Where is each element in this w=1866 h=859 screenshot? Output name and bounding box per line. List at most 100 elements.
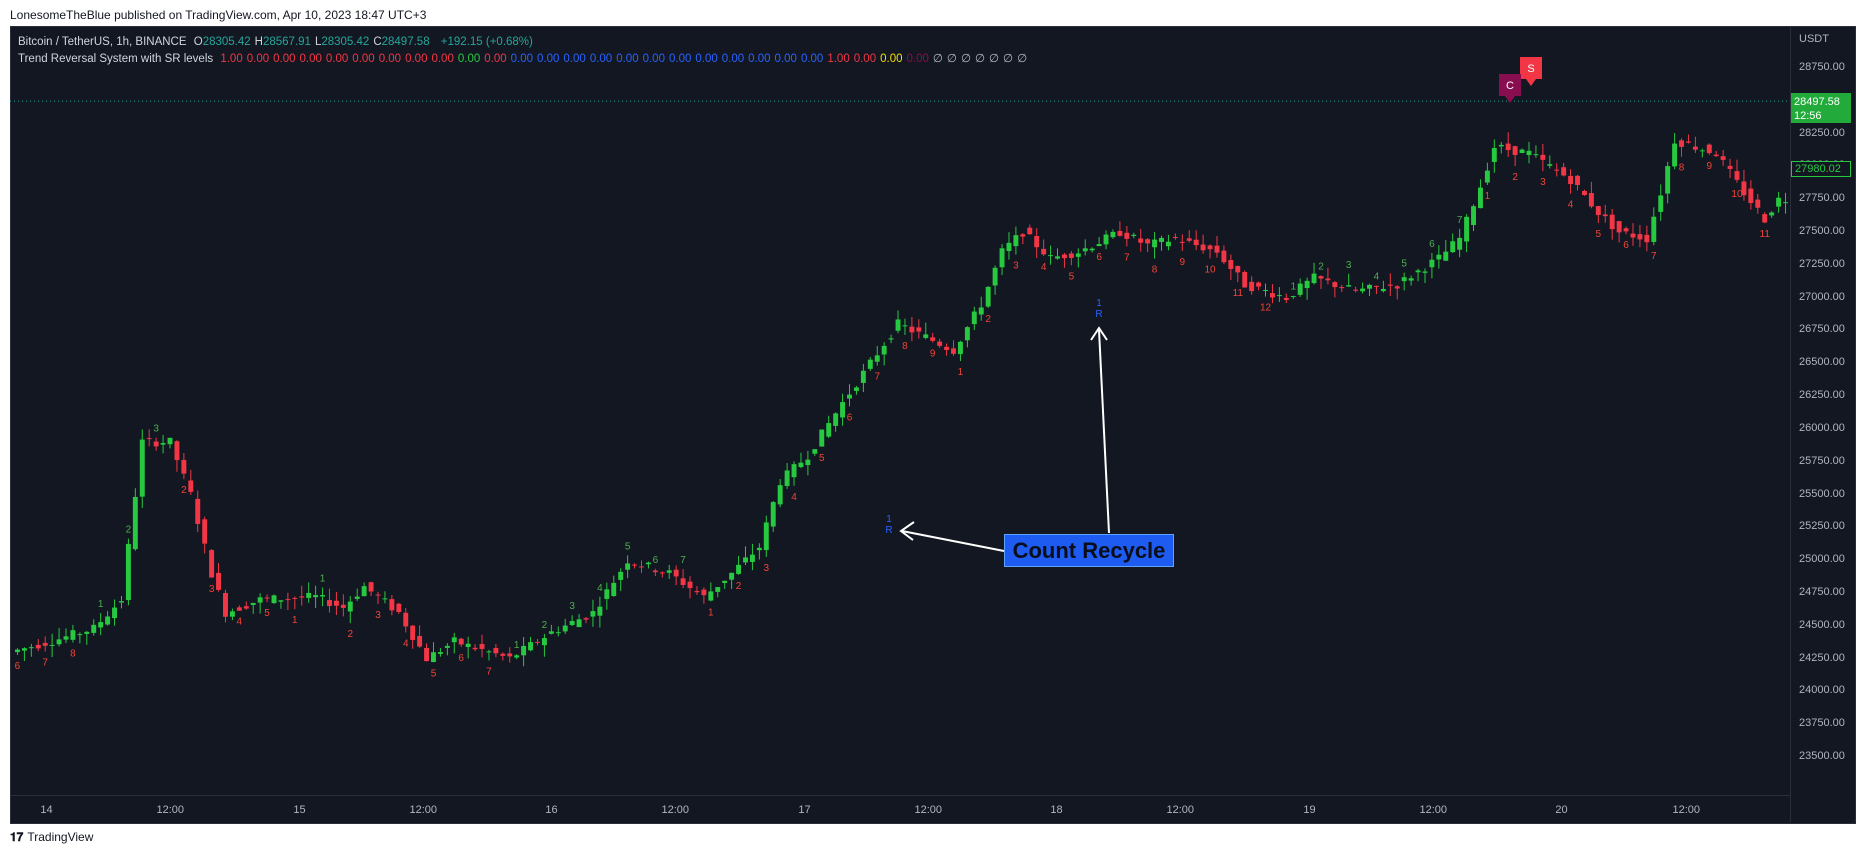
candle-body[interactable] (1006, 242, 1012, 252)
candle-body[interactable] (971, 311, 977, 325)
candle-body[interactable] (1103, 234, 1109, 245)
candle-body[interactable] (1755, 199, 1761, 208)
candle-body[interactable] (1547, 164, 1553, 166)
candle-body[interactable] (1068, 253, 1074, 258)
candle-body[interactable] (389, 599, 395, 611)
candle-body[interactable] (500, 653, 506, 656)
candle-body[interactable] (250, 602, 256, 605)
candle-body[interactable] (1699, 150, 1705, 152)
candle-body[interactable] (1346, 285, 1352, 287)
candle-body[interactable] (895, 319, 901, 331)
candle-body[interactable] (375, 594, 381, 596)
candle-body[interactable] (514, 655, 520, 658)
candle-body[interactable] (327, 600, 332, 607)
candle-body[interactable] (1692, 146, 1698, 150)
candle-body[interactable] (1096, 243, 1102, 247)
candle-body[interactable] (659, 572, 665, 574)
candle-body[interactable] (756, 547, 762, 551)
candle-body[interactable] (1332, 282, 1338, 288)
candle-body[interactable] (285, 599, 291, 601)
candle-body[interactable] (1318, 276, 1324, 279)
candle-body[interactable] (1145, 239, 1151, 244)
candle-body[interactable] (56, 639, 62, 645)
candle-body[interactable] (1762, 214, 1768, 223)
candle-body[interactable] (1588, 193, 1594, 207)
candle-body[interactable] (1214, 245, 1220, 253)
candle-body[interactable] (930, 337, 936, 341)
candle-body[interactable] (139, 439, 145, 497)
candle-body[interactable] (1630, 233, 1636, 238)
candle-body[interactable] (236, 607, 242, 611)
candle-body[interactable] (992, 267, 998, 286)
candle-body[interactable] (1387, 284, 1393, 286)
candle-body[interactable] (826, 423, 832, 437)
candle-body[interactable] (1685, 141, 1691, 143)
candle-body[interactable] (604, 589, 610, 599)
candle-body[interactable] (431, 652, 436, 662)
candle-body[interactable] (1325, 278, 1331, 281)
candle-body[interactable] (1013, 235, 1019, 247)
candle-body[interactable] (1055, 256, 1060, 259)
candle-body[interactable] (652, 570, 658, 573)
candle-body[interactable] (1616, 221, 1622, 233)
candle-body[interactable] (209, 550, 215, 578)
candle-body[interactable] (1131, 234, 1137, 236)
candle-body[interactable] (132, 496, 138, 550)
candle-body[interactable] (909, 326, 915, 333)
candle-body[interactable] (618, 571, 624, 580)
candle-body[interactable] (112, 607, 118, 619)
candle-body[interactable] (1283, 297, 1289, 300)
candle-body[interactable] (21, 648, 27, 651)
candle-body[interactable] (1741, 181, 1747, 196)
candle-body[interactable] (167, 437, 173, 445)
candle-body[interactable] (119, 601, 124, 603)
candle-body[interactable] (1540, 154, 1546, 160)
candle-body[interactable] (1783, 202, 1788, 204)
candle-body[interactable] (1290, 296, 1296, 298)
candle-body[interactable] (84, 631, 90, 634)
candle-body[interactable] (1034, 235, 1040, 248)
candle-body[interactable] (479, 644, 485, 649)
candle-body[interactable] (1263, 290, 1268, 292)
candle-body[interactable] (1477, 187, 1483, 209)
candle-body[interactable] (874, 355, 880, 362)
candle-body[interactable] (923, 334, 929, 338)
candle-body[interactable] (243, 606, 249, 609)
candle-body[interactable] (1207, 245, 1213, 250)
candle-body[interactable] (708, 591, 714, 601)
candle-body[interactable] (1276, 295, 1282, 297)
candle-body[interactable] (1519, 149, 1525, 154)
candle-body[interactable] (916, 327, 922, 332)
candle-body[interactable] (1269, 293, 1275, 298)
candle-body[interactable] (320, 595, 326, 597)
candle-body[interactable] (437, 652, 443, 654)
candle-body[interactable] (195, 498, 201, 524)
candle-body[interactable] (1200, 244, 1206, 251)
candle-body[interactable] (1581, 190, 1587, 196)
candle-body[interactable] (528, 642, 534, 651)
candle-body[interactable] (361, 586, 367, 597)
candle-body[interactable] (458, 638, 464, 645)
candle-body[interactable] (951, 348, 956, 354)
candle-body[interactable] (202, 519, 208, 544)
candle-body[interactable] (521, 645, 527, 656)
candle-body[interactable] (562, 625, 568, 632)
candle-body[interactable] (1526, 150, 1532, 156)
candle-body[interactable] (1554, 169, 1560, 171)
candle-body[interactable] (1048, 255, 1054, 257)
candle-body[interactable] (299, 596, 305, 598)
candle-body[interactable] (680, 578, 686, 586)
candle-body[interactable] (1471, 206, 1476, 226)
candle-body[interactable] (1179, 241, 1185, 243)
candle-body[interactable] (1075, 253, 1081, 257)
candle-body[interactable] (70, 630, 76, 640)
candle-body[interactable] (1380, 288, 1386, 292)
candle-body[interactable] (153, 441, 159, 447)
candle-body[interactable] (715, 587, 721, 592)
candle-body[interactable] (306, 592, 312, 598)
candle-body[interactable] (1644, 234, 1650, 243)
candle-body[interactable] (763, 522, 769, 551)
candle-body[interactable] (1373, 285, 1379, 287)
candle-body[interactable] (673, 569, 679, 577)
